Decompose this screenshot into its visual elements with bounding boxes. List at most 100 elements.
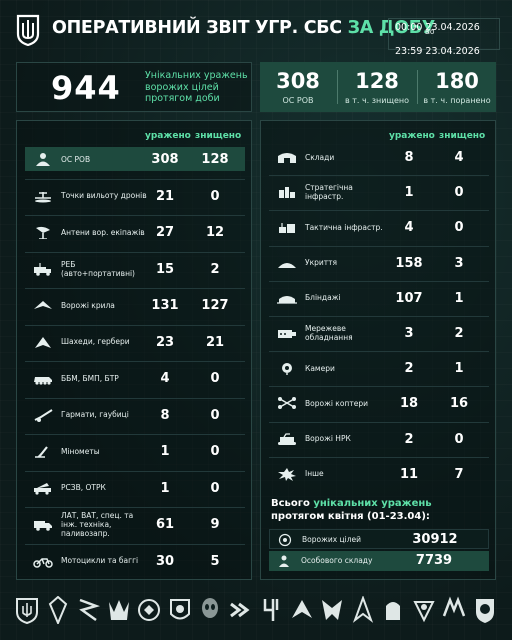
row-label: Антени вор. екіпажів: [61, 227, 145, 237]
row-label: Гармати, гаубиці: [61, 410, 129, 419]
camera-icon: [282, 363, 292, 376]
row-divider: [269, 421, 489, 423]
row-divider: [25, 507, 245, 508]
row-destroyed-value: 9: [210, 517, 220, 532]
dugout-icon: [277, 295, 297, 304]
row-hit-value: 1: [404, 185, 414, 201]
row-destroyed-value: 5: [210, 553, 220, 569]
unit-logo-5: [138, 599, 161, 621]
row-divider: [25, 324, 245, 326]
row-label: Інше: [305, 469, 324, 479]
row-divider: [269, 386, 489, 388]
killed-value: 128: [355, 69, 399, 93]
header: ОПЕРАТИВНИЙ ЗВІТ УГР. СБС ЗА ДОБУ з 00:0…: [0, 0, 512, 60]
row-destroyed-value: 0: [210, 407, 220, 423]
table-row: ЛАТ, ВАТ, спец. та інж. техніка, паливоз…: [25, 511, 245, 538]
row-divider: [25, 470, 245, 472]
title-accent: ЗА ДОБУ: [347, 18, 436, 38]
strategic-infra-icon: [279, 187, 295, 199]
unit-logo-2: [48, 596, 67, 624]
row-destroyed-value: 2: [210, 261, 220, 277]
table-row: Ворожі НРК 2 0: [269, 427, 489, 451]
row-destroyed-value: 4: [454, 150, 464, 165]
row-hit-value: 2: [404, 431, 414, 447]
table-row: Ворожі коптери 18 16: [269, 391, 489, 415]
trident-logo-icon: [16, 14, 40, 46]
row-destroyed-value: 0: [454, 220, 464, 236]
row-divider: [25, 434, 245, 435]
right-table: уражено знищено Всього унікальних уражен…: [260, 120, 496, 580]
row-divider: [25, 288, 245, 289]
unit-logo-15: [443, 596, 466, 617]
row-destroyed-value: 0: [454, 431, 464, 447]
date-to-label: по: [425, 26, 435, 36]
total-personnel-row: Особового складу 7739: [269, 551, 489, 571]
table-row: Інше 11 7: [269, 462, 489, 486]
wounded-cell: 180 в т. ч. поранено: [418, 62, 496, 112]
personnel-cell: 308 ОС РОВ: [260, 62, 336, 112]
row-label: РСЗВ, ОТРК: [61, 483, 106, 492]
date-to: 23:59 23.04.2026: [395, 46, 480, 57]
row-divider: [25, 178, 245, 180]
row-divider: [269, 280, 489, 282]
column-header-destroyed: знищено: [195, 131, 242, 141]
tactical-infra-icon: [279, 223, 295, 234]
unit-logo-14: [413, 601, 435, 623]
unit-logo-6: [169, 599, 190, 620]
title-main: ОПЕРАТИВНИЙ ЗВІТ УГР. СБС: [52, 18, 342, 38]
row-hit-value: 11: [399, 466, 419, 482]
row-destroyed-value: 127: [201, 298, 229, 313]
table-row: Склади 8 4: [269, 145, 489, 169]
left-table: уражено знищено ОС РОВ 308 128 Точки вильот…: [16, 120, 252, 580]
table-row: ОС РОВ 308 128: [25, 147, 245, 171]
summary-total: 944 Унікальних уражень ворожих цілей про…: [16, 62, 252, 112]
soldier-icon: [279, 555, 289, 567]
row-label: Ворожі крила: [61, 300, 115, 310]
row-destroyed-value: 3: [454, 255, 464, 271]
table-row: Тактична інфрастр. 4 0: [269, 215, 489, 239]
total-desc-line2: ворожих цілей: [145, 81, 219, 93]
row-label: Точки вильоту дронів: [61, 191, 147, 200]
date-from: 00:00 23.04.2026: [395, 22, 480, 33]
unit-logo-4: [108, 600, 129, 620]
row-label: Мережеве обладнання: [305, 324, 353, 342]
drone-launch-icon: [35, 191, 51, 202]
row-divider: [269, 316, 489, 317]
row-destroyed-value: 7: [454, 466, 464, 482]
page-title: ОПЕРАТИВНИЙ ЗВІТ УГР. СБС ЗА ДОБУ: [52, 18, 435, 38]
warehouse-icon: [278, 153, 296, 163]
row-label: Бліндажі: [305, 293, 341, 303]
unit-logo-11: [322, 600, 343, 620]
mortar-icon: [35, 446, 48, 458]
explosion-icon: [278, 467, 296, 481]
row-label: Мінометы: [61, 446, 100, 456]
total-desc-line1: Унікальних уражень: [145, 70, 248, 81]
row-destroyed-value: 12: [205, 225, 225, 240]
row-destroyed-value: 128: [201, 152, 229, 167]
table-row: Ворожі крила 131 127: [25, 293, 245, 317]
table-row: Гармати, гаубиці 8 0: [25, 403, 245, 427]
ground-robot-icon: [278, 432, 296, 445]
row-hit-value: 107: [395, 290, 423, 306]
row-label: ОС РОВ: [61, 154, 91, 164]
date-from-label: з: [425, 26, 429, 36]
shahed-icon: [35, 336, 51, 348]
row-label: Тактична інфрастр.: [305, 222, 383, 232]
wounded-label: в т. ч. поранено: [423, 96, 491, 105]
howitzer-icon: [34, 408, 53, 422]
row-hit-value: 61: [155, 517, 175, 532]
unit-logo-8: [229, 602, 250, 618]
row-hit-value: 1: [160, 480, 170, 496]
row-label: Камери: [305, 363, 335, 373]
row-destroyed-value: 0: [210, 480, 220, 496]
total-description: Унікальних уражень ворожих цілей протяго…: [145, 70, 248, 105]
table-row: Антени вор. екіпажів 27 12: [25, 220, 245, 244]
row-destroyed-value: 1: [454, 290, 464, 306]
total-personnel-value: 7739: [415, 553, 453, 568]
row-divider: [269, 456, 489, 458]
row-hit-value: 4: [404, 220, 414, 236]
personnel-value: 308: [276, 69, 320, 93]
row-divider: [25, 215, 245, 216]
row-destroyed-value: 1: [454, 361, 464, 377]
total-targets-value: 30912: [412, 532, 458, 547]
